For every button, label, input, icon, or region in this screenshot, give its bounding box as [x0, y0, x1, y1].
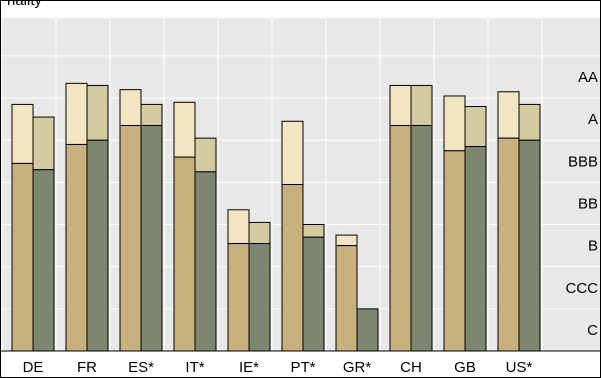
bar-lower-segment — [119, 124, 142, 352]
bar-upper-segment — [281, 120, 304, 185]
x-tick-label: FR — [77, 359, 97, 376]
bar-lower-segment — [11, 162, 34, 352]
bar-upper-segment — [410, 84, 433, 126]
y-tick-label: CCC — [566, 280, 599, 297]
x-tick-label: CH — [400, 359, 422, 376]
bar-lower-segment — [518, 139, 541, 352]
bar-upper-segment — [119, 89, 142, 126]
x-tick-label: IT* — [185, 359, 204, 376]
bar-upper-segment — [11, 103, 34, 164]
bar-upper-segment — [86, 84, 109, 141]
bar-lower-segment — [65, 143, 88, 352]
bar-lower-segment — [335, 245, 358, 352]
bar-upper-segment — [335, 234, 358, 247]
bar-upper-segment — [302, 224, 325, 238]
x-tick-label: US* — [506, 359, 533, 376]
y-tick-label: AA — [578, 69, 598, 86]
x-tick-label: ES* — [128, 359, 154, 376]
y-tick-label: B — [588, 238, 598, 255]
bar-lower-segment — [194, 171, 217, 352]
bar-upper-segment — [227, 209, 250, 245]
bar-lower-segment — [32, 169, 55, 352]
bar-upper-segment — [194, 137, 217, 173]
bar-lower-segment — [86, 139, 109, 352]
bar-upper-segment — [497, 91, 520, 139]
bar-upper-segment — [464, 106, 487, 148]
bar-upper-segment — [248, 221, 271, 245]
bar-lower-segment — [248, 243, 271, 352]
bar-upper-segment — [518, 103, 541, 141]
y-tick-label: BBB — [568, 153, 598, 170]
bar-upper-segment — [32, 116, 55, 171]
bar-lower-segment — [173, 156, 196, 352]
bar-upper-segment — [65, 82, 88, 145]
bar-lower-segment — [389, 124, 412, 352]
bar-lower-segment — [443, 150, 466, 352]
x-tick-label: PT* — [290, 359, 315, 376]
y-tick-label: A — [588, 111, 598, 128]
bar-lower-segment — [140, 124, 163, 352]
bar-lower-segment — [281, 184, 304, 352]
bar-lower-segment — [356, 308, 379, 352]
bar-upper-segment — [173, 101, 196, 158]
x-tick-label: GR* — [343, 359, 372, 376]
bar-lower-segment — [464, 146, 487, 352]
y-tick-label: C — [587, 322, 598, 339]
x-tick-label: DE — [23, 359, 44, 376]
bar-lower-segment — [410, 124, 433, 352]
y-tick-label: BB — [578, 195, 598, 212]
bar-lower-segment — [302, 236, 325, 352]
bar-lower-segment — [227, 243, 250, 352]
x-tick-label: GB — [454, 359, 476, 376]
bar-upper-segment — [140, 103, 163, 126]
chart-title: nality — [7, 0, 43, 9]
x-tick-label: IE* — [239, 359, 259, 376]
bar-lower-segment — [497, 137, 520, 352]
bar-upper-segment — [389, 84, 412, 126]
bar-upper-segment — [443, 95, 466, 152]
